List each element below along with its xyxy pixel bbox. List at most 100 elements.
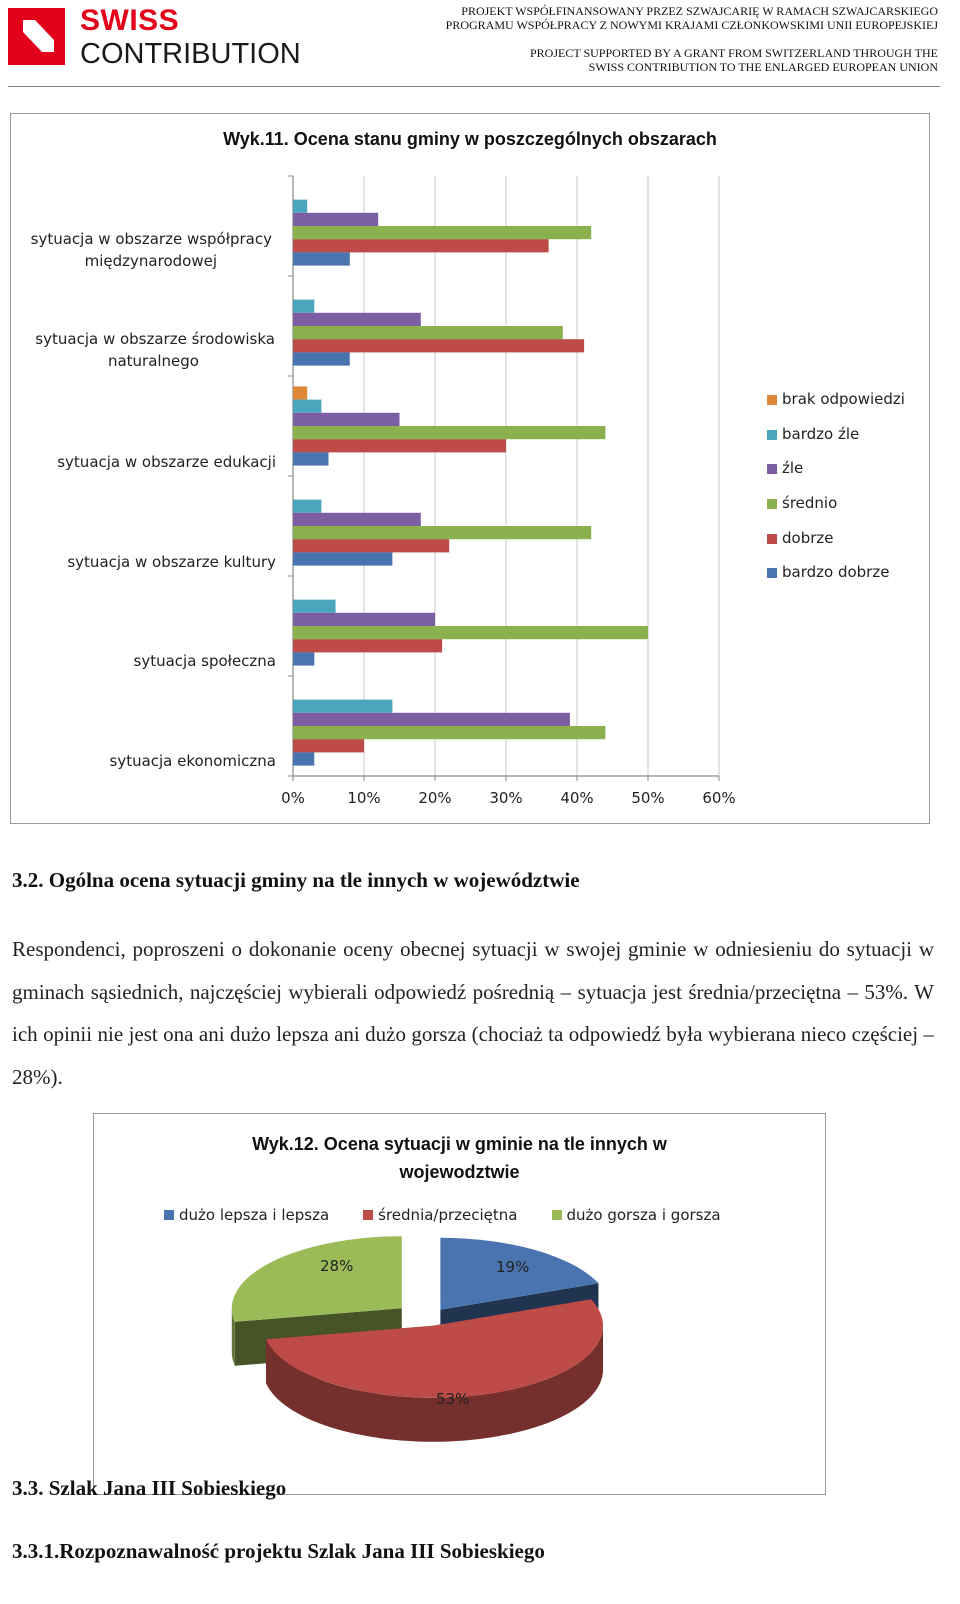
- pie-data-label: 19%: [496, 1258, 530, 1276]
- legend-item: bardzo dobrze: [767, 563, 905, 598]
- category-label-line: naturalnego: [107, 352, 199, 370]
- bar-średnio: [293, 526, 592, 540]
- header-divider: [8, 86, 940, 87]
- legend-swatch: [164, 1210, 174, 1220]
- bar-chart-wyk11: [288, 175, 720, 781]
- category-label-culture: sytuacja w obszarze kultury: [67, 553, 276, 571]
- legend-swatch: [767, 429, 777, 440]
- legend-item: dużo gorsza i gorsza: [551, 1206, 721, 1224]
- bar-średnio: [293, 626, 648, 640]
- legend-label: bardzo źle: [782, 424, 860, 443]
- bar-bardzo-źle: [293, 599, 336, 613]
- section-heading-3-3: 3.3. Szlak Jana III Sobieskiego: [12, 1476, 287, 1500]
- chart-frame-wyk11: [10, 113, 930, 824]
- legend-label: dobrze: [782, 528, 834, 547]
- x-tick-label: 10%: [347, 789, 381, 807]
- legend-label: brak odpowiedzi: [782, 390, 905, 408]
- bar-bardzo-źle: [293, 399, 322, 413]
- legend-swatch: [363, 1210, 374, 1220]
- bar-źle: [293, 512, 421, 526]
- x-tick-label: 20%: [418, 789, 452, 807]
- legend-item: średnio: [767, 494, 905, 529]
- logo-contribution-text: CONTRIBUTION: [80, 38, 301, 70]
- chart-frame-wyk12: Wyk.12. Ocena sytuacji w gminie na tle i…: [93, 1113, 826, 1495]
- bar-średnio: [293, 726, 606, 740]
- chart-title-wyk12-line1: Wyk.12. Ocena sytuacji w gminie na tle i…: [252, 1134, 667, 1154]
- bar-bardzo-dobrze: [293, 452, 329, 466]
- legend-item: dużo lepsza i lepsza: [164, 1206, 329, 1224]
- legend-label: średnio: [782, 494, 838, 513]
- bar-źle: [293, 712, 570, 726]
- legend-swatch: [767, 464, 777, 475]
- x-tick-label: 60%: [702, 789, 736, 807]
- bar-średnio: [293, 226, 592, 240]
- bar-dobrze: [293, 339, 585, 353]
- bar-źle: [293, 612, 435, 626]
- legend-label: dużo gorsza i gorsza: [566, 1206, 721, 1224]
- bar-bardzo-dobrze: [293, 652, 315, 666]
- bar-średnio: [293, 326, 563, 340]
- bar-bardzo-źle: [293, 299, 315, 313]
- bar-źle: [293, 212, 379, 226]
- category-label-education: sytuacja w obszarze edukacji: [57, 453, 276, 471]
- chart-legend-wyk11: brak odpowiedzi bardzo źle źle średnio dobrz…: [767, 390, 905, 598]
- bar-bardzo-źle: [293, 199, 308, 213]
- category-label-line: sytuacja w obszarze współpracy: [30, 230, 272, 248]
- legend-item: średnia/przeciętna: [363, 1206, 518, 1224]
- legend-label: źle: [782, 459, 804, 478]
- section-heading-3-2: 3.2. Ogólna ocena sytuacji gminy na tle …: [12, 868, 580, 892]
- bar-brak-odpowiedzi: [293, 386, 308, 400]
- bar-źle: [293, 312, 421, 326]
- bar-bardzo-dobrze: [293, 252, 350, 266]
- header-line-2: PROGRAMU WSPÓŁPRACY Z NOWYMI KRAJAMI CZŁ…: [445, 18, 938, 32]
- legend-label: dużo lepsza i lepsza: [179, 1206, 330, 1224]
- header-line-3: PROJECT SUPPORTED BY A GRANT FROM SWITZE…: [530, 46, 938, 60]
- x-tick-label: 30%: [489, 789, 523, 807]
- bar-średnio: [293, 426, 606, 440]
- chart-title-wyk12-line2: wojewodztwie: [399, 1162, 520, 1182]
- chart-title-wyk11: Wyk.11. Ocena stanu gminy w poszczególny…: [223, 129, 717, 149]
- bar-dobrze: [293, 539, 450, 553]
- legend-item: dobrze: [767, 529, 905, 564]
- header-line-1: PROJEKT WSPÓŁFINANSOWANY PRZEZ SZWAJCARI…: [461, 4, 938, 18]
- pie-data-label: 53%: [436, 1390, 470, 1408]
- bar-dobrze: [293, 439, 506, 453]
- legend-swatch: [551, 1210, 562, 1220]
- x-tick-label: 40%: [560, 789, 594, 807]
- legend-swatch: [767, 533, 777, 544]
- swiss-cross-logo: [8, 8, 65, 65]
- header-line-4: SWISS CONTRIBUTION TO THE ENLARGED EUROP…: [588, 60, 938, 74]
- legend-label: średnia/przeciętna: [378, 1206, 518, 1224]
- bar-źle: [293, 412, 400, 426]
- pie-data-label: 28%: [320, 1257, 354, 1275]
- category-label-environment: sytuacja w obszarze środowiska naturalne…: [0, 328, 275, 372]
- x-tick-label: 50%: [631, 789, 665, 807]
- bar-bardzo-źle: [293, 699, 393, 713]
- legend-swatch: [767, 499, 777, 510]
- bar-bardzo-dobrze: [293, 752, 315, 766]
- chart-legend-wyk12: dużo lepsza i lepsza średnia/przeciętna du…: [164, 1206, 755, 1224]
- legend-item: bardzo źle: [767, 425, 905, 460]
- category-label-line: sytuacja w obszarze środowiska: [35, 330, 275, 348]
- x-tick-label: 0%: [281, 789, 305, 807]
- category-label-social: sytuacja społeczna: [133, 652, 276, 670]
- category-label-intl: sytuacja w obszarze współpracy międzynar…: [0, 228, 272, 272]
- bar-dobrze: [293, 239, 549, 253]
- section-heading-3-3-1: 3.3.1.Rozpoznawalność projektu Szlak Jan…: [12, 1539, 545, 1563]
- bar-dobrze: [293, 739, 364, 753]
- header-project-pl: PROJEKT WSPÓŁFINANSOWANY PRZEZ SZWAJCARI…: [446, 4, 938, 32]
- bar-bardzo-źle: [293, 499, 322, 513]
- legend-label: bardzo dobrze: [782, 563, 890, 582]
- bar-dobrze: [293, 639, 443, 653]
- legend-swatch: [767, 568, 777, 579]
- legend-item: źle: [767, 459, 905, 494]
- category-label-economic: sytuacja ekonomiczna: [109, 752, 277, 770]
- legend-item: brak odpowiedzi: [767, 390, 905, 425]
- logo-swiss-text: SWISS: [80, 4, 180, 37]
- body-paragraph: Respondenci, poproszeni o dokonanie ocen…: [12, 937, 934, 1089]
- category-label-line: międzynarodowej: [84, 252, 217, 270]
- bar-bardzo-dobrze: [293, 352, 350, 366]
- bar-bardzo-dobrze: [293, 552, 393, 566]
- header-project-en: PROJECT SUPPORTED BY A GRANT FROM SWITZE…: [530, 46, 938, 74]
- legend-swatch: [767, 395, 777, 405]
